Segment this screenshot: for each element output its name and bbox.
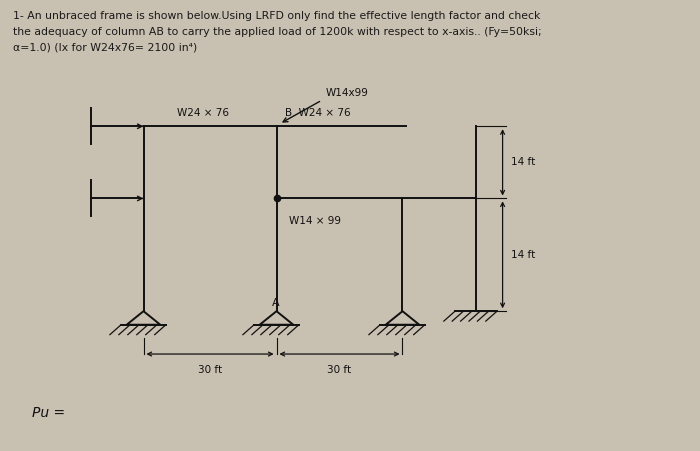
Text: 14 ft: 14 ft <box>511 250 536 260</box>
Text: α=1.0) (Ix for W24x76= 2100 in⁴): α=1.0) (Ix for W24x76= 2100 in⁴) <box>13 43 197 53</box>
Text: W14 × 99: W14 × 99 <box>289 216 341 226</box>
Text: W14x99: W14x99 <box>326 88 368 98</box>
Text: 1- An unbraced frame is shown below.Using LRFD only find the effective length fa: 1- An unbraced frame is shown below.Usin… <box>13 11 540 21</box>
Text: 14 ft: 14 ft <box>511 157 536 167</box>
Text: 30 ft: 30 ft <box>198 365 222 375</box>
Text: Pu =: Pu = <box>32 405 64 420</box>
Text: the adequacy of column AB to carry the applied load of 1200k with respect to x-a: the adequacy of column AB to carry the a… <box>13 27 541 37</box>
Text: A: A <box>272 298 280 308</box>
Text: 30 ft: 30 ft <box>328 365 351 375</box>
Text: B  W24 × 76: B W24 × 76 <box>285 108 351 118</box>
Text: W24 × 76: W24 × 76 <box>177 108 229 118</box>
